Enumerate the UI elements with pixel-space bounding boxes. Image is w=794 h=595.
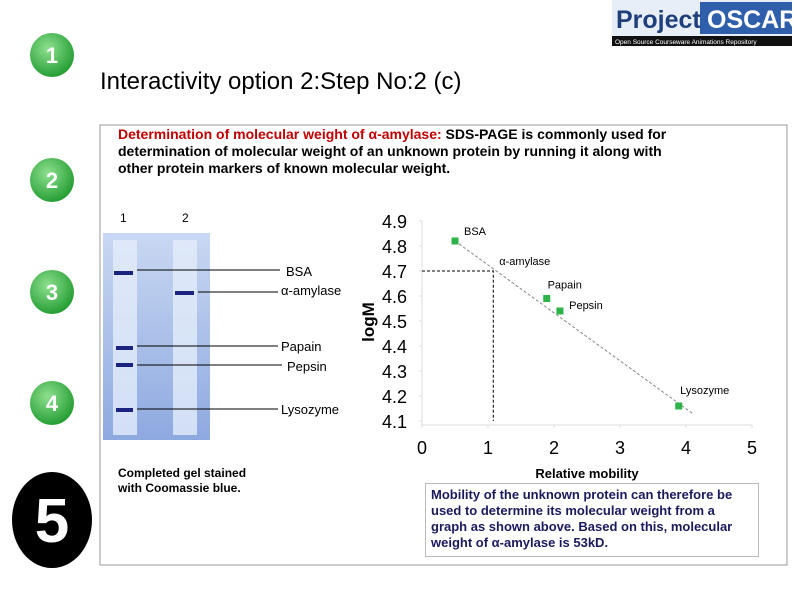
- band-label: α-amylase: [281, 283, 341, 298]
- y-tick-label: 4.1: [382, 412, 407, 432]
- point-label: Pepsin: [569, 300, 603, 312]
- band-label: BSA: [286, 264, 312, 279]
- data-point: [543, 295, 551, 302]
- lane-label: 1: [120, 211, 127, 225]
- data-point: [451, 237, 459, 245]
- content-frame: [99, 124, 788, 566]
- band-label: Lysozyme: [281, 402, 339, 417]
- gel-band: [116, 408, 133, 412]
- y-tick-label: 4.3: [382, 362, 407, 382]
- gel-band: [175, 291, 194, 295]
- x-tick-label: 5: [747, 438, 757, 458]
- amylase-guide: [422, 270, 494, 421]
- step-number: 1: [46, 43, 58, 68]
- gel-caption: Completed gel stained with Coomassie blu…: [118, 466, 247, 495]
- data-point: [675, 402, 683, 410]
- trendline: [454, 240, 693, 414]
- band-label: Papain: [281, 339, 321, 354]
- x-tick-label: 4: [681, 438, 691, 458]
- y-tick-label: 4.4: [382, 337, 407, 357]
- leader-lines: [137, 269, 282, 410]
- data-point: [556, 307, 564, 315]
- step-badge: [30, 33, 74, 77]
- x-tick-label: 1: [483, 438, 493, 458]
- step-badge: [30, 381, 74, 425]
- step-badge: [30, 158, 74, 202]
- point-label: Papain: [548, 280, 582, 292]
- gel-band: [114, 271, 133, 275]
- gel-lane: [113, 240, 137, 435]
- description: Determination of molecular weight of α-a…: [118, 126, 688, 177]
- y-tick-label: 4.8: [382, 237, 407, 257]
- lane-label: 2: [182, 211, 189, 225]
- x-tick-label: 3: [615, 438, 625, 458]
- logo-tagline-bg: [612, 36, 792, 46]
- x-tick-label: 2: [549, 438, 559, 458]
- y-axis-label: logM: [359, 302, 378, 342]
- step-number: 4: [46, 391, 59, 416]
- logo-oscar-bg: [700, 2, 792, 34]
- y-tick-label: 4.2: [382, 387, 407, 407]
- step-badge: [30, 270, 74, 314]
- note: Mobility of the unknown protein can ther…: [425, 483, 759, 557]
- band-label: Pepsin: [287, 359, 327, 374]
- x-tick-label: 0: [417, 438, 427, 458]
- step-number: 3: [46, 280, 58, 305]
- gel-band: [116, 363, 133, 367]
- gel-band: [116, 346, 133, 350]
- gel-lane: [173, 240, 197, 435]
- logo-word: OSCAR: [707, 6, 794, 34]
- x-axis-label: Relative mobility: [535, 466, 639, 481]
- point-label: BSA: [464, 226, 487, 238]
- y-tick-label: 4.9: [382, 212, 407, 232]
- y-tick-label: 4.6: [382, 287, 407, 307]
- step-badge: [12, 472, 92, 568]
- slide-title: Interactivity option 2:Step No:2 (c): [100, 68, 462, 95]
- marker-label: α-amylase: [499, 256, 550, 268]
- logo-word: Project: [616, 6, 701, 34]
- y-tick-label: 4.5: [382, 312, 407, 332]
- description-highlight: Determination of molecular weight of α-a…: [118, 126, 442, 142]
- description-text: SDS-PAGE is commonly used for determinat…: [118, 126, 667, 176]
- y-tick-label: 4.7: [382, 262, 407, 282]
- step-number: 5: [35, 487, 69, 556]
- point-label: Lysozyme: [680, 385, 729, 397]
- logo-tagline: Open Source Courseware Animations Reposi…: [615, 39, 757, 46]
- step-number: 2: [46, 168, 58, 193]
